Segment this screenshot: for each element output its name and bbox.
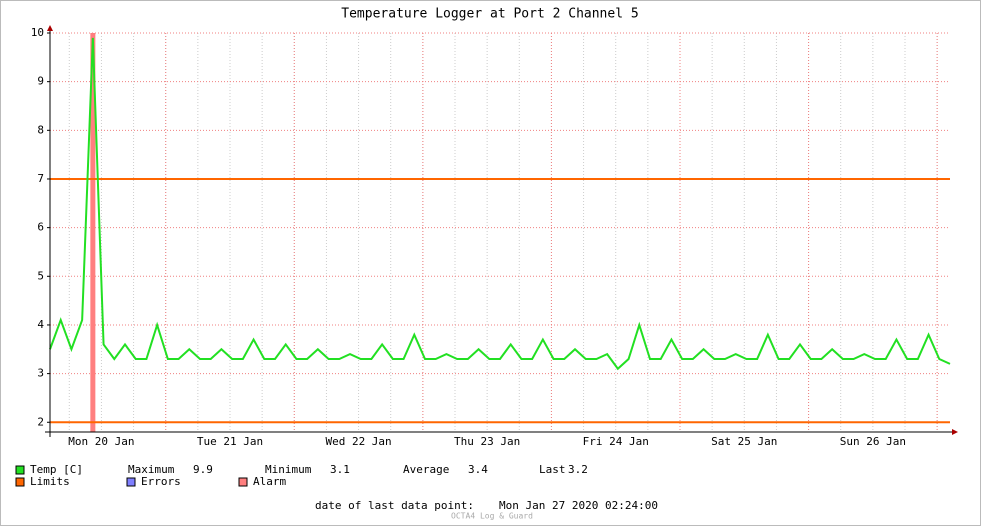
- legend-label: Limits: [30, 475, 70, 488]
- stat-value: 3.2: [568, 463, 588, 476]
- footer-label: date of last data point:: [315, 499, 474, 512]
- stat-value: 3.4: [468, 463, 488, 476]
- x-tick-label: Wed 22 Jan: [325, 435, 391, 448]
- y-arrow: [47, 25, 53, 31]
- stat-label: Last: [539, 463, 566, 476]
- legend-label: Errors: [141, 475, 181, 488]
- y-tick-label: 2: [37, 415, 44, 428]
- temp-line: [49, 37, 951, 371]
- y-tick-label: 3: [37, 367, 44, 380]
- stat-label: Minimum: [265, 463, 312, 476]
- y-tick-label: 5: [37, 269, 44, 282]
- y-tick-label: 6: [37, 221, 44, 234]
- stat-value: 3.1: [330, 463, 350, 476]
- legend-label: Alarm: [253, 475, 286, 488]
- y-tick-label: 9: [37, 75, 44, 88]
- legend-swatch: [238, 477, 248, 487]
- chart-title: Temperature Logger at Port 2 Channel 5: [341, 7, 638, 22]
- x-arrow: [952, 429, 958, 435]
- y-tick-label: 7: [37, 172, 44, 185]
- stat-label: Maximum: [128, 463, 175, 476]
- x-tick-label: Sat 25 Jan: [711, 435, 777, 448]
- x-tick-label: Thu 23 Jan: [454, 435, 520, 448]
- x-tick-label: Fri 24 Jan: [583, 435, 649, 448]
- alarm-band: [90, 33, 96, 432]
- x-tick-label: Tue 21 Jan: [197, 435, 263, 448]
- stat-label: Average: [403, 463, 449, 476]
- legend-swatch: [15, 465, 25, 475]
- legend-swatch: [126, 477, 136, 487]
- y-tick-label: 10: [31, 26, 44, 39]
- y-tick-label: 4: [37, 318, 44, 331]
- stat-value: 9.9: [193, 463, 213, 476]
- x-tick-label: Sun 26 Jan: [840, 435, 906, 448]
- watermark: OCTA4 Log & Guard: [451, 512, 533, 521]
- footer-value: Mon Jan 27 2020 02:24:00: [499, 499, 658, 512]
- legend-swatch: [15, 477, 25, 487]
- x-tick-label: Mon 20 Jan: [68, 435, 134, 448]
- legend-label: Temp [C]: [30, 463, 83, 476]
- y-tick-label: 8: [37, 123, 44, 136]
